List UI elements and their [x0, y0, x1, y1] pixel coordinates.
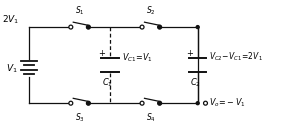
Circle shape — [140, 25, 144, 29]
Circle shape — [204, 101, 208, 105]
Circle shape — [158, 26, 161, 29]
Circle shape — [196, 102, 199, 105]
Text: $2V_1$: $2V_1$ — [2, 13, 19, 25]
Circle shape — [69, 101, 73, 105]
Circle shape — [196, 26, 199, 29]
Circle shape — [87, 26, 90, 29]
Text: $C_2$: $C_2$ — [190, 77, 201, 89]
Text: $S_3$: $S_3$ — [75, 112, 84, 124]
Text: $S_1$: $S_1$ — [75, 5, 84, 17]
Text: $V_{C1}\!=\!V_1$: $V_{C1}\!=\!V_1$ — [122, 51, 153, 64]
Circle shape — [87, 25, 90, 29]
Circle shape — [87, 102, 90, 105]
Circle shape — [158, 101, 161, 105]
Text: $V_o\!=\!-V_1$: $V_o\!=\!-V_1$ — [209, 97, 246, 109]
Text: $S_2$: $S_2$ — [146, 5, 156, 17]
Circle shape — [140, 101, 144, 105]
Circle shape — [158, 102, 161, 105]
Text: $C_1$: $C_1$ — [103, 77, 113, 89]
Circle shape — [158, 25, 161, 29]
Text: +: + — [186, 49, 193, 58]
Text: $V_1$: $V_1$ — [6, 63, 18, 75]
Circle shape — [69, 25, 73, 29]
Text: +: + — [99, 49, 106, 58]
Circle shape — [87, 101, 90, 105]
Text: $S_4$: $S_4$ — [146, 112, 156, 124]
Text: $V_{C2}\!-\!V_{C1}\!=\!2V_1$: $V_{C2}\!-\!V_{C1}\!=\!2V_1$ — [209, 50, 263, 63]
